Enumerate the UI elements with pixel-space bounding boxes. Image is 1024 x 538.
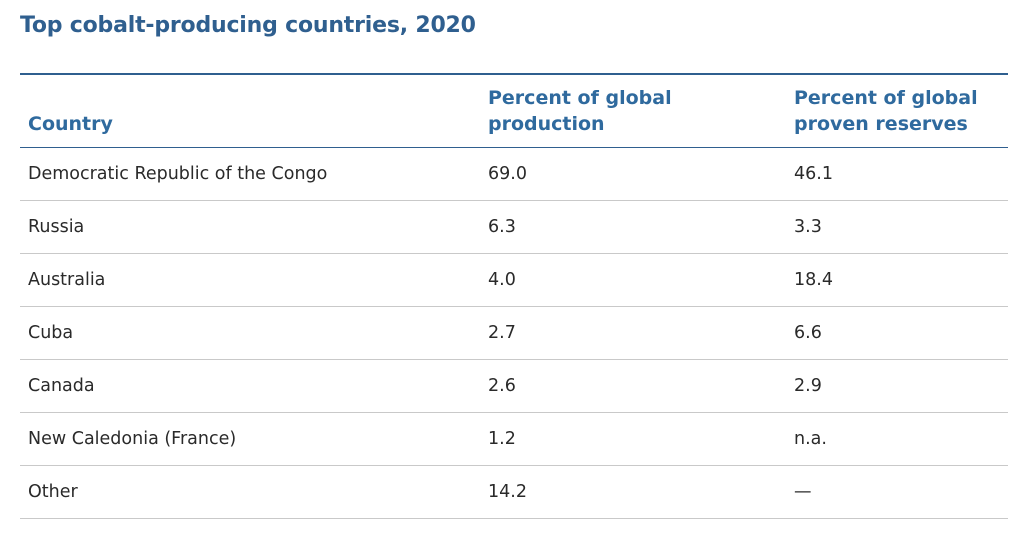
cell-production: 2.7 [488, 322, 516, 343]
cobalt-table: Country Percent of global production Per… [20, 73, 1008, 519]
cell-reserves: 6.6 [794, 322, 822, 343]
cell-country: Other [28, 481, 78, 502]
column-header-line: production [488, 112, 605, 135]
column-header-line: proven reserves [794, 112, 968, 135]
column-header-country: Country [20, 74, 480, 147]
table-row: Cuba 2.7 6.6 [20, 306, 1008, 359]
table-row: New Caledonia (France) 1.2 n.a. [20, 412, 1008, 465]
cell-reserves: — [794, 481, 812, 502]
cell-reserves: n.a. [794, 428, 827, 449]
cell-country: Canada [28, 375, 95, 396]
table-body: Democratic Republic of the Congo 69.0 46… [20, 147, 1008, 518]
cell-country: Cuba [28, 322, 74, 343]
page-title: Top cobalt-producing countries, 2020 [20, 13, 476, 38]
column-header-line: Country [28, 112, 113, 135]
cell-reserves: 2.9 [794, 375, 822, 396]
cell-country: New Caledonia (France) [28, 428, 237, 449]
cell-reserves: 18.4 [794, 269, 833, 290]
table-header: Country Percent of global production Per… [20, 74, 1008, 147]
cell-reserves: 3.3 [794, 216, 822, 237]
cell-country: Russia [28, 216, 85, 237]
cell-production: 69.0 [488, 163, 527, 184]
cell-production: 4.0 [488, 269, 516, 290]
table-header-row: Country Percent of global production Per… [20, 74, 1008, 147]
table-row: Russia 6.3 3.3 [20, 200, 1008, 253]
cell-reserves: 46.1 [794, 163, 833, 184]
cell-country: Australia [28, 269, 106, 290]
cell-production: 6.3 [488, 216, 516, 237]
column-header-line: Percent of global [794, 86, 978, 109]
cell-production: 1.2 [488, 428, 516, 449]
table-row: Canada 2.6 2.9 [20, 359, 1008, 412]
table-row: Australia 4.0 18.4 [20, 253, 1008, 306]
column-header-production: Percent of global production [480, 74, 786, 147]
cobalt-table-container: Country Percent of global production Per… [20, 73, 1008, 519]
cell-production: 2.6 [488, 375, 516, 396]
table-row: Other 14.2 — [20, 465, 1008, 518]
column-header-line: Percent of global [488, 86, 672, 109]
cell-country: Democratic Republic of the Congo [28, 163, 328, 184]
table-row: Democratic Republic of the Congo 69.0 46… [20, 147, 1008, 200]
column-header-reserves: Percent of global proven reserves [786, 74, 1008, 147]
cell-production: 14.2 [488, 481, 527, 502]
